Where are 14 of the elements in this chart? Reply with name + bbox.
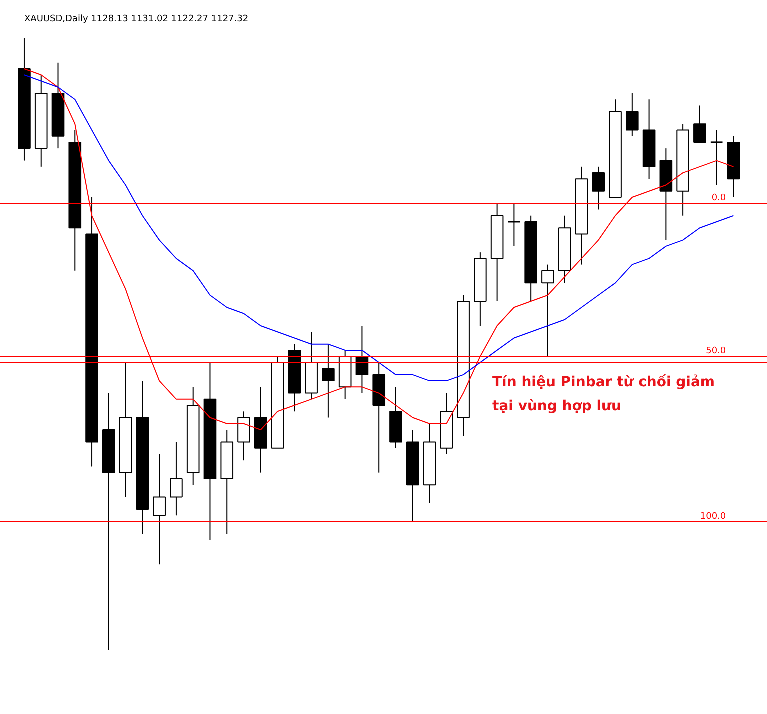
annotation: 100.0 <box>700 512 726 522</box>
candlestick <box>542 264 554 358</box>
candlestick <box>710 130 724 186</box>
candlestick <box>694 105 706 143</box>
candlestick <box>170 442 183 516</box>
chart-title: XAUUSD,Daily 1128.13 1131.02 1122.27 1127.32 <box>24 14 249 24</box>
candlestick <box>153 454 166 566</box>
candlestick <box>508 203 521 247</box>
candlestick <box>592 166 606 210</box>
annotation: Tín hiệu Pinbar từ chối giảm tại vùng hợp lưu <box>492 374 716 414</box>
candlestick <box>626 92 639 137</box>
candlestick <box>322 344 335 418</box>
annotation: 50.0 <box>706 346 726 357</box>
annotation: 0.0 <box>712 194 726 204</box>
